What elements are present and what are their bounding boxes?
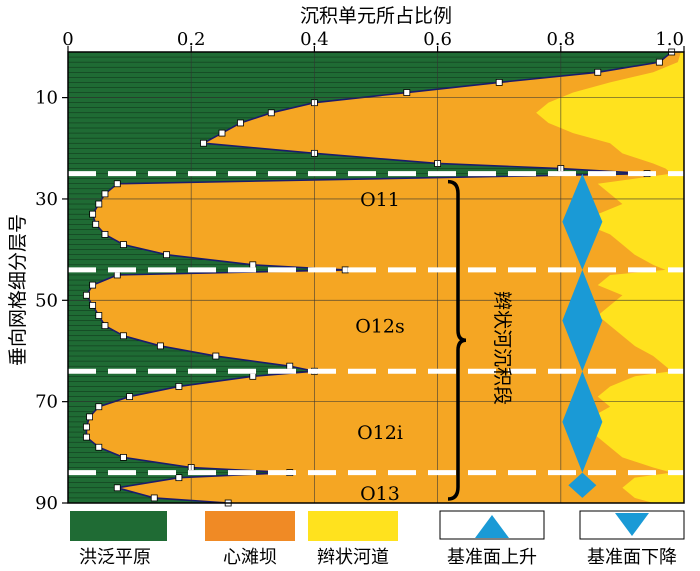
plot-area: O11 O12s O12i O13 0 0.2 0.4 0.6 0.8 1.0 10 30 50 70 90	[35, 29, 685, 514]
floodplain-data-point	[163, 251, 170, 259]
unit-label: O11	[360, 189, 400, 211]
unit-label: O12i	[357, 422, 403, 444]
floodplain-data-point	[126, 393, 133, 400]
floodplain-data-point	[89, 210, 97, 218]
floodplain-data-point	[267, 109, 275, 117]
floodplain-data-point	[92, 220, 100, 228]
floodplain-data-point	[286, 362, 294, 370]
floodplain-data-point	[655, 58, 663, 66]
floodplain-data-point	[113, 180, 121, 188]
floodplain-data-point	[101, 231, 109, 238]
legend-label: 基准面下降	[587, 547, 677, 568]
floodplain-data-point	[156, 342, 164, 350]
base-level-fall-icon	[615, 513, 649, 536]
unit-label: O13	[360, 483, 400, 505]
floodplain-data-point	[101, 322, 109, 330]
base-level-rise-icon	[475, 515, 509, 538]
floodplain-data-point	[249, 261, 257, 269]
floodplain-data-point	[341, 266, 349, 274]
floodplain-data-point	[113, 484, 121, 492]
floodplain-data-point	[175, 474, 183, 482]
unit-label: O12s	[355, 316, 405, 338]
floodplain-data-point	[120, 241, 127, 248]
floodplain-data-point	[83, 291, 90, 299]
floodplain-data-point	[150, 494, 158, 502]
floodplain-data-point	[403, 89, 411, 96]
x-tick-label: 0.6	[423, 29, 452, 50]
floodplain-data-point	[249, 372, 257, 380]
floodplain-data-point	[175, 383, 183, 390]
floodplain-data-point	[101, 190, 109, 198]
floodplain-data-point	[120, 453, 127, 461]
base-level-cycle-marker	[562, 269, 603, 372]
plot-frame	[67, 51, 685, 504]
floodplain-data-point	[495, 79, 503, 86]
floodplain-data-point	[89, 301, 97, 309]
floodplain-data-point	[95, 312, 103, 319]
x-tick-label: 0.8	[546, 29, 575, 50]
series-floodplain-area	[68, 52, 672, 503]
floodplain-data-point	[95, 200, 103, 208]
x-tick-label: 0.2	[177, 29, 206, 50]
floodplain-data-point	[86, 413, 93, 421]
legend-swatch	[205, 511, 295, 541]
legend-label: 洪泛平原	[79, 547, 151, 568]
floodplain-data-point	[83, 433, 90, 441]
y-tick-label: 70	[35, 392, 58, 413]
base-level-cycle-marker	[568, 472, 597, 498]
floodplain-data-point	[212, 352, 220, 360]
legend-label: 心滩坝	[223, 547, 277, 568]
floodplain-data-point	[200, 139, 207, 147]
x-tick-label: 1.0	[655, 29, 684, 50]
legend-label: 基准面上升	[447, 547, 537, 568]
y-tick-label: 30	[35, 189, 58, 210]
y-tick-label: 10	[35, 88, 58, 109]
section-label: 辫状河沉积段	[491, 291, 513, 405]
floodplain-data-point	[218, 129, 226, 137]
floodplain-data-point	[89, 281, 97, 289]
floodplain-data-point	[120, 332, 127, 340]
section-brace	[447, 179, 467, 501]
legend-swatch	[308, 511, 398, 541]
floodplain-data-point	[83, 423, 90, 431]
legend-swatch	[70, 511, 167, 541]
floodplain-data-point	[594, 68, 602, 76]
legend: 洪泛平原 心滩坝 辫状河道 基准面上升 基准面下降	[70, 510, 685, 568]
floodplain-data-point	[95, 443, 103, 451]
x-tick-label: 0.4	[300, 29, 329, 50]
floodplain-data-point	[95, 403, 103, 411]
floodplain-data-point	[113, 271, 121, 279]
floodplain-data-point	[237, 119, 244, 127]
x-tick-label: 0	[62, 29, 73, 50]
base-level-cycle-marker	[562, 173, 603, 270]
chart-title: 沉积单元所占比例	[300, 5, 452, 27]
y-tick-label: 90	[35, 493, 58, 514]
y-axis-label: 垂向网格细分层号	[7, 214, 29, 366]
y-tick-label: 50	[35, 290, 58, 311]
base-level-cycle-marker	[562, 371, 603, 473]
legend-label: 辫状河道	[317, 547, 389, 568]
